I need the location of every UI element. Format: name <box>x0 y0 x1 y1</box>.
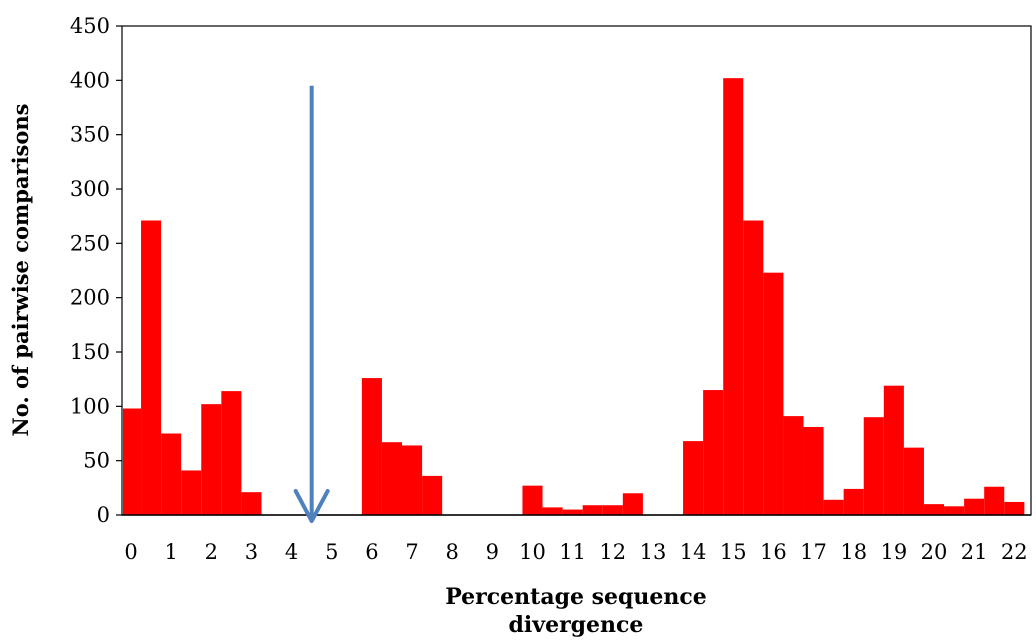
bar-22 <box>783 416 804 515</box>
x-tick-label-18: 18 <box>840 540 867 564</box>
x-tick-label-19: 19 <box>880 540 907 564</box>
bar-11 <box>522 485 543 515</box>
x-tick-label-21: 21 <box>961 540 988 564</box>
y-tick-label-450: 450 <box>70 14 110 38</box>
bar-31 <box>964 498 985 515</box>
divergence-threshold-arrow <box>293 85 330 523</box>
y-tick-label-150: 150 <box>70 340 110 364</box>
bar-15 <box>602 505 623 515</box>
y-tick-label-400: 400 <box>70 68 110 92</box>
x-tick-label-9: 9 <box>486 540 499 564</box>
y-tick-label-50: 50 <box>83 449 110 473</box>
bar-7 <box>361 378 382 515</box>
bar-24 <box>823 499 844 515</box>
x-axis-label-line-1: Percentage sequence <box>445 584 707 610</box>
bar-6 <box>241 492 262 515</box>
x-tick-label-12: 12 <box>599 540 626 564</box>
axes-layer <box>121 25 1032 516</box>
bar-1 <box>141 220 162 515</box>
y-tick-label-200: 200 <box>70 286 110 310</box>
bar-14 <box>582 505 603 515</box>
bar-33 <box>1004 501 1025 515</box>
x-tick-label-5: 5 <box>325 540 338 564</box>
bar-27 <box>883 385 904 515</box>
bar-29 <box>923 504 945 515</box>
bar-3 <box>181 470 202 515</box>
y-tick-label-350: 350 <box>70 123 110 147</box>
x-tick-label-1: 1 <box>164 540 177 564</box>
x-tick-label-2: 2 <box>205 540 218 564</box>
bar-25 <box>843 488 864 515</box>
x-axis-label-line-2: divergence <box>509 612 644 638</box>
x-tick-label-8: 8 <box>446 540 459 564</box>
x-tick-label-7: 7 <box>405 540 418 564</box>
bar-10 <box>422 475 443 515</box>
bar-23 <box>803 426 824 515</box>
y-tick-label-0: 0 <box>97 503 110 527</box>
x-tick-label-0: 0 <box>124 540 137 564</box>
x-tick-label-14: 14 <box>680 540 707 564</box>
x-tick-label-6: 6 <box>365 540 378 564</box>
bar-4 <box>201 404 222 515</box>
y-tick-label-100: 100 <box>70 394 110 418</box>
bar-17 <box>683 441 704 515</box>
bars-layer <box>123 78 1025 515</box>
x-tick-label-16: 16 <box>760 540 787 564</box>
x-tick-label-13: 13 <box>640 540 667 564</box>
x-tick-label-17: 17 <box>800 540 827 564</box>
bar-12 <box>542 507 563 515</box>
x-tick-label-4: 4 <box>285 540 298 564</box>
x-tick-label-15: 15 <box>720 540 747 564</box>
bar-9 <box>402 445 423 515</box>
bar-8 <box>381 442 403 515</box>
x-tick-label-22: 22 <box>1001 540 1028 564</box>
x-tick-label-3: 3 <box>245 540 258 564</box>
bar-0 <box>123 408 142 515</box>
bar-28 <box>903 447 924 515</box>
bar-16 <box>622 493 643 515</box>
y-axis-label: No. of pairwise comparisons <box>8 104 33 437</box>
bar-2 <box>161 433 182 515</box>
bar-5 <box>221 391 242 515</box>
x-tick-label-11: 11 <box>559 540 586 564</box>
x-tick-label-20: 20 <box>921 540 948 564</box>
bar-30 <box>944 506 965 515</box>
y-tick-label-250: 250 <box>70 231 110 255</box>
bar-13 <box>562 509 583 515</box>
arrow-head <box>293 489 330 523</box>
bar-21 <box>763 272 784 515</box>
bar-18 <box>703 390 724 515</box>
x-tick-labels: 0 1 2 3 4 5 6 7 8 9 10 11 12 13 14 15 16 17 18 19 20 21 22 <box>124 540 1027 564</box>
bar-32 <box>984 486 1005 515</box>
y-tick-labels: 0 50 100 150 200 250 300 350 400 450 <box>70 14 122 527</box>
y-tick-label-300: 300 <box>70 177 110 201</box>
bar-20 <box>743 220 764 515</box>
bar-26 <box>863 417 884 515</box>
bar-19 <box>723 78 744 515</box>
x-tick-label-10: 10 <box>519 540 546 564</box>
